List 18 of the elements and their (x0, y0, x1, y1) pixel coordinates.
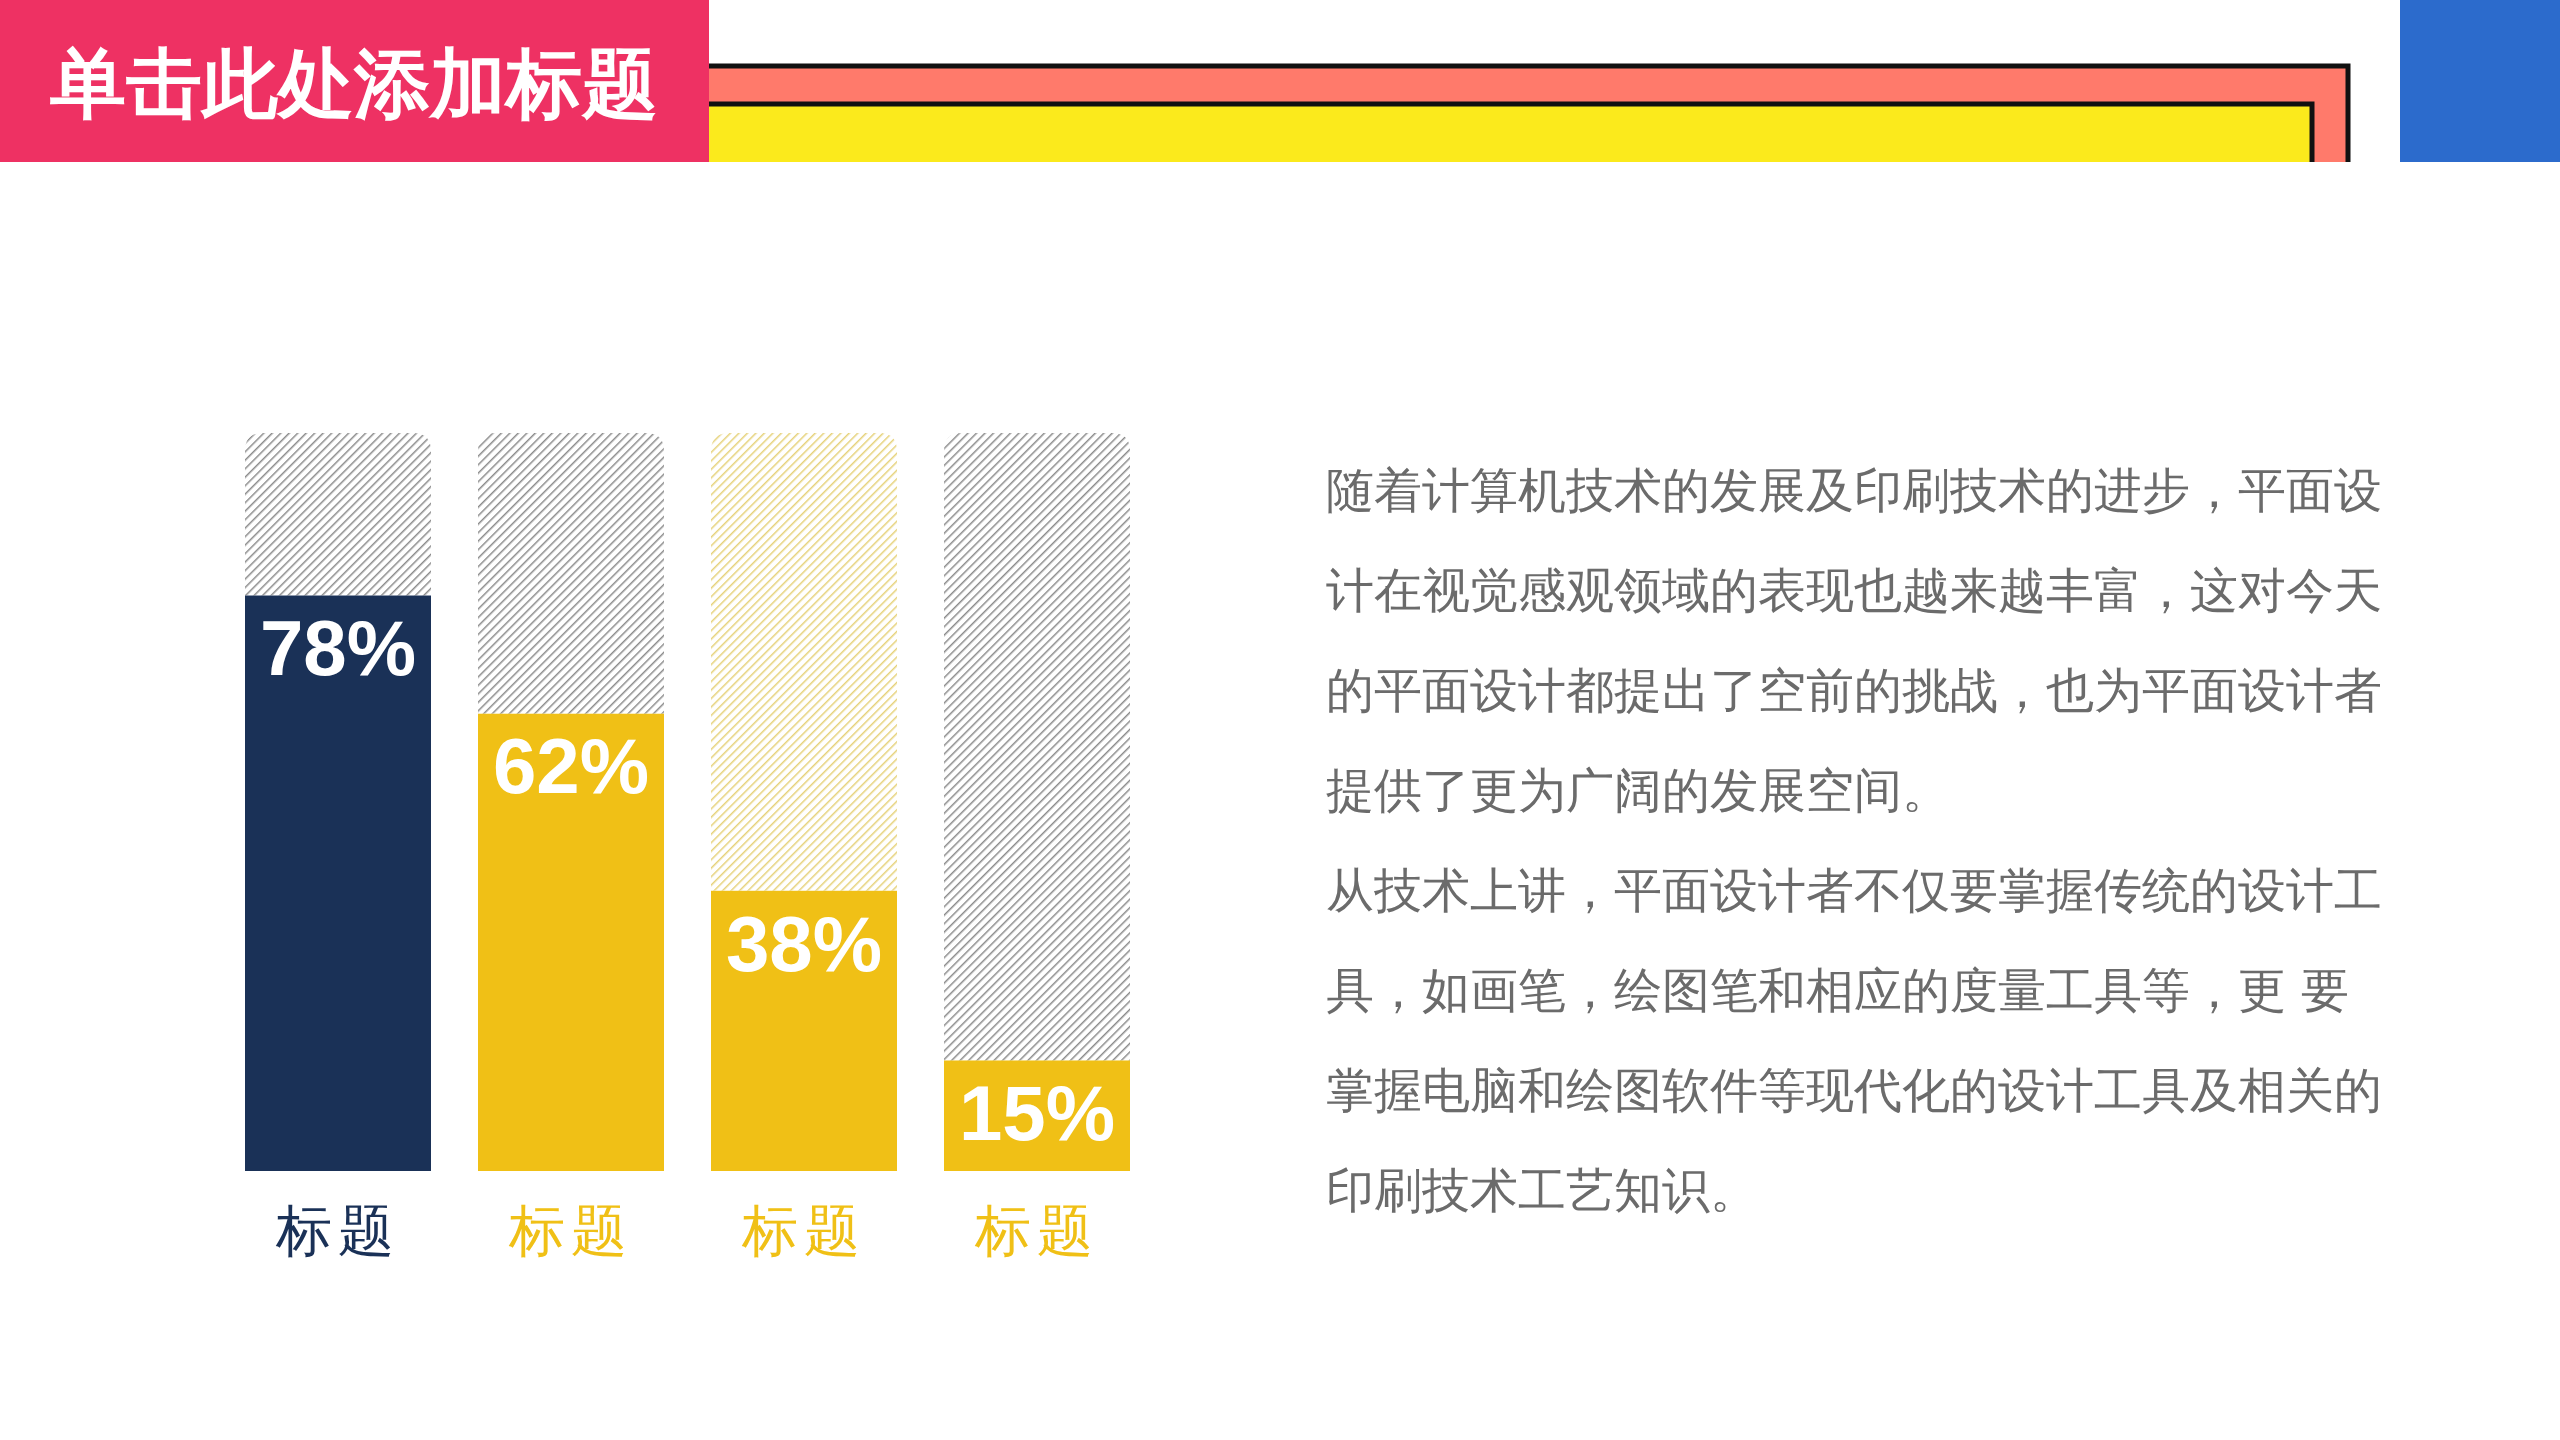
data-label: 38% (725, 899, 883, 988)
data-label: 15% (958, 1069, 1116, 1158)
text: 从技术上讲，平面设计者不仅要掌握传统的设计工具，如画笔，绘图笔和相应的度量工具等，更 要掌握电脑和绘图软件等现代化的设计工具及相关的印刷技术工艺知识。 (1326, 861, 2383, 1220)
x-tick-label: 标题 (508, 1198, 633, 1263)
data-label: 62% (492, 722, 650, 811)
bar (711, 890, 897, 1171)
x-tick-label: 标题 (974, 1198, 1099, 1263)
bar (478, 433, 664, 714)
x-tick-label: 标题 (275, 1198, 400, 1263)
bar (245, 433, 431, 596)
text: 随着计算机技术的发展及印刷技术的进步，平面设计在视觉感观领域的表现也越来越丰富，这对今天的平面设计都提出了空前的挑战，也为平面设计者提供了更为广阔的发展空间。 (1326, 461, 2383, 820)
chart-title: 单击此处添加标题 (49, 39, 658, 128)
bar (478, 713, 664, 1171)
bar (944, 433, 1130, 1061)
data-label: 78% (259, 604, 417, 693)
bar (245, 595, 431, 1171)
x-tick-label: 标题 (741, 1198, 866, 1263)
bar (711, 433, 897, 891)
